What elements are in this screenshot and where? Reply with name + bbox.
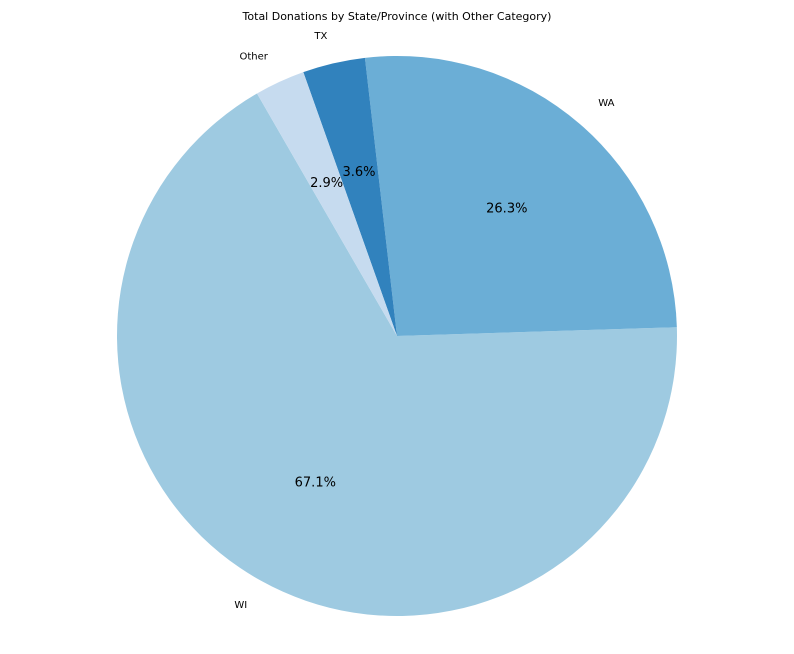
- pie-slice-tx: [303, 57, 397, 336]
- pie-slices: [117, 55, 678, 617]
- pie-slice-wa: [364, 55, 677, 337]
- slice-label-tx: TX: [313, 31, 327, 42]
- slice-label-wa: WA: [598, 98, 614, 109]
- pct-label-wa: 26.3%: [486, 201, 527, 216]
- pie-slice-other: [257, 72, 397, 337]
- pct-label-wi: 67.1%: [295, 475, 336, 490]
- chart-title: Total Donations by State/Province (with …: [242, 10, 552, 23]
- pct-label-tx: 3.6%: [343, 165, 376, 180]
- pie-slice-wi: [117, 93, 678, 617]
- pie-labels: WI 67.1% WA 26.3% TX 3.6% Other 2.9%: [234, 31, 614, 611]
- slice-label-wi: WI: [234, 600, 247, 611]
- pct-label-other: 2.9%: [310, 176, 343, 191]
- slice-label-other: Other: [240, 51, 269, 62]
